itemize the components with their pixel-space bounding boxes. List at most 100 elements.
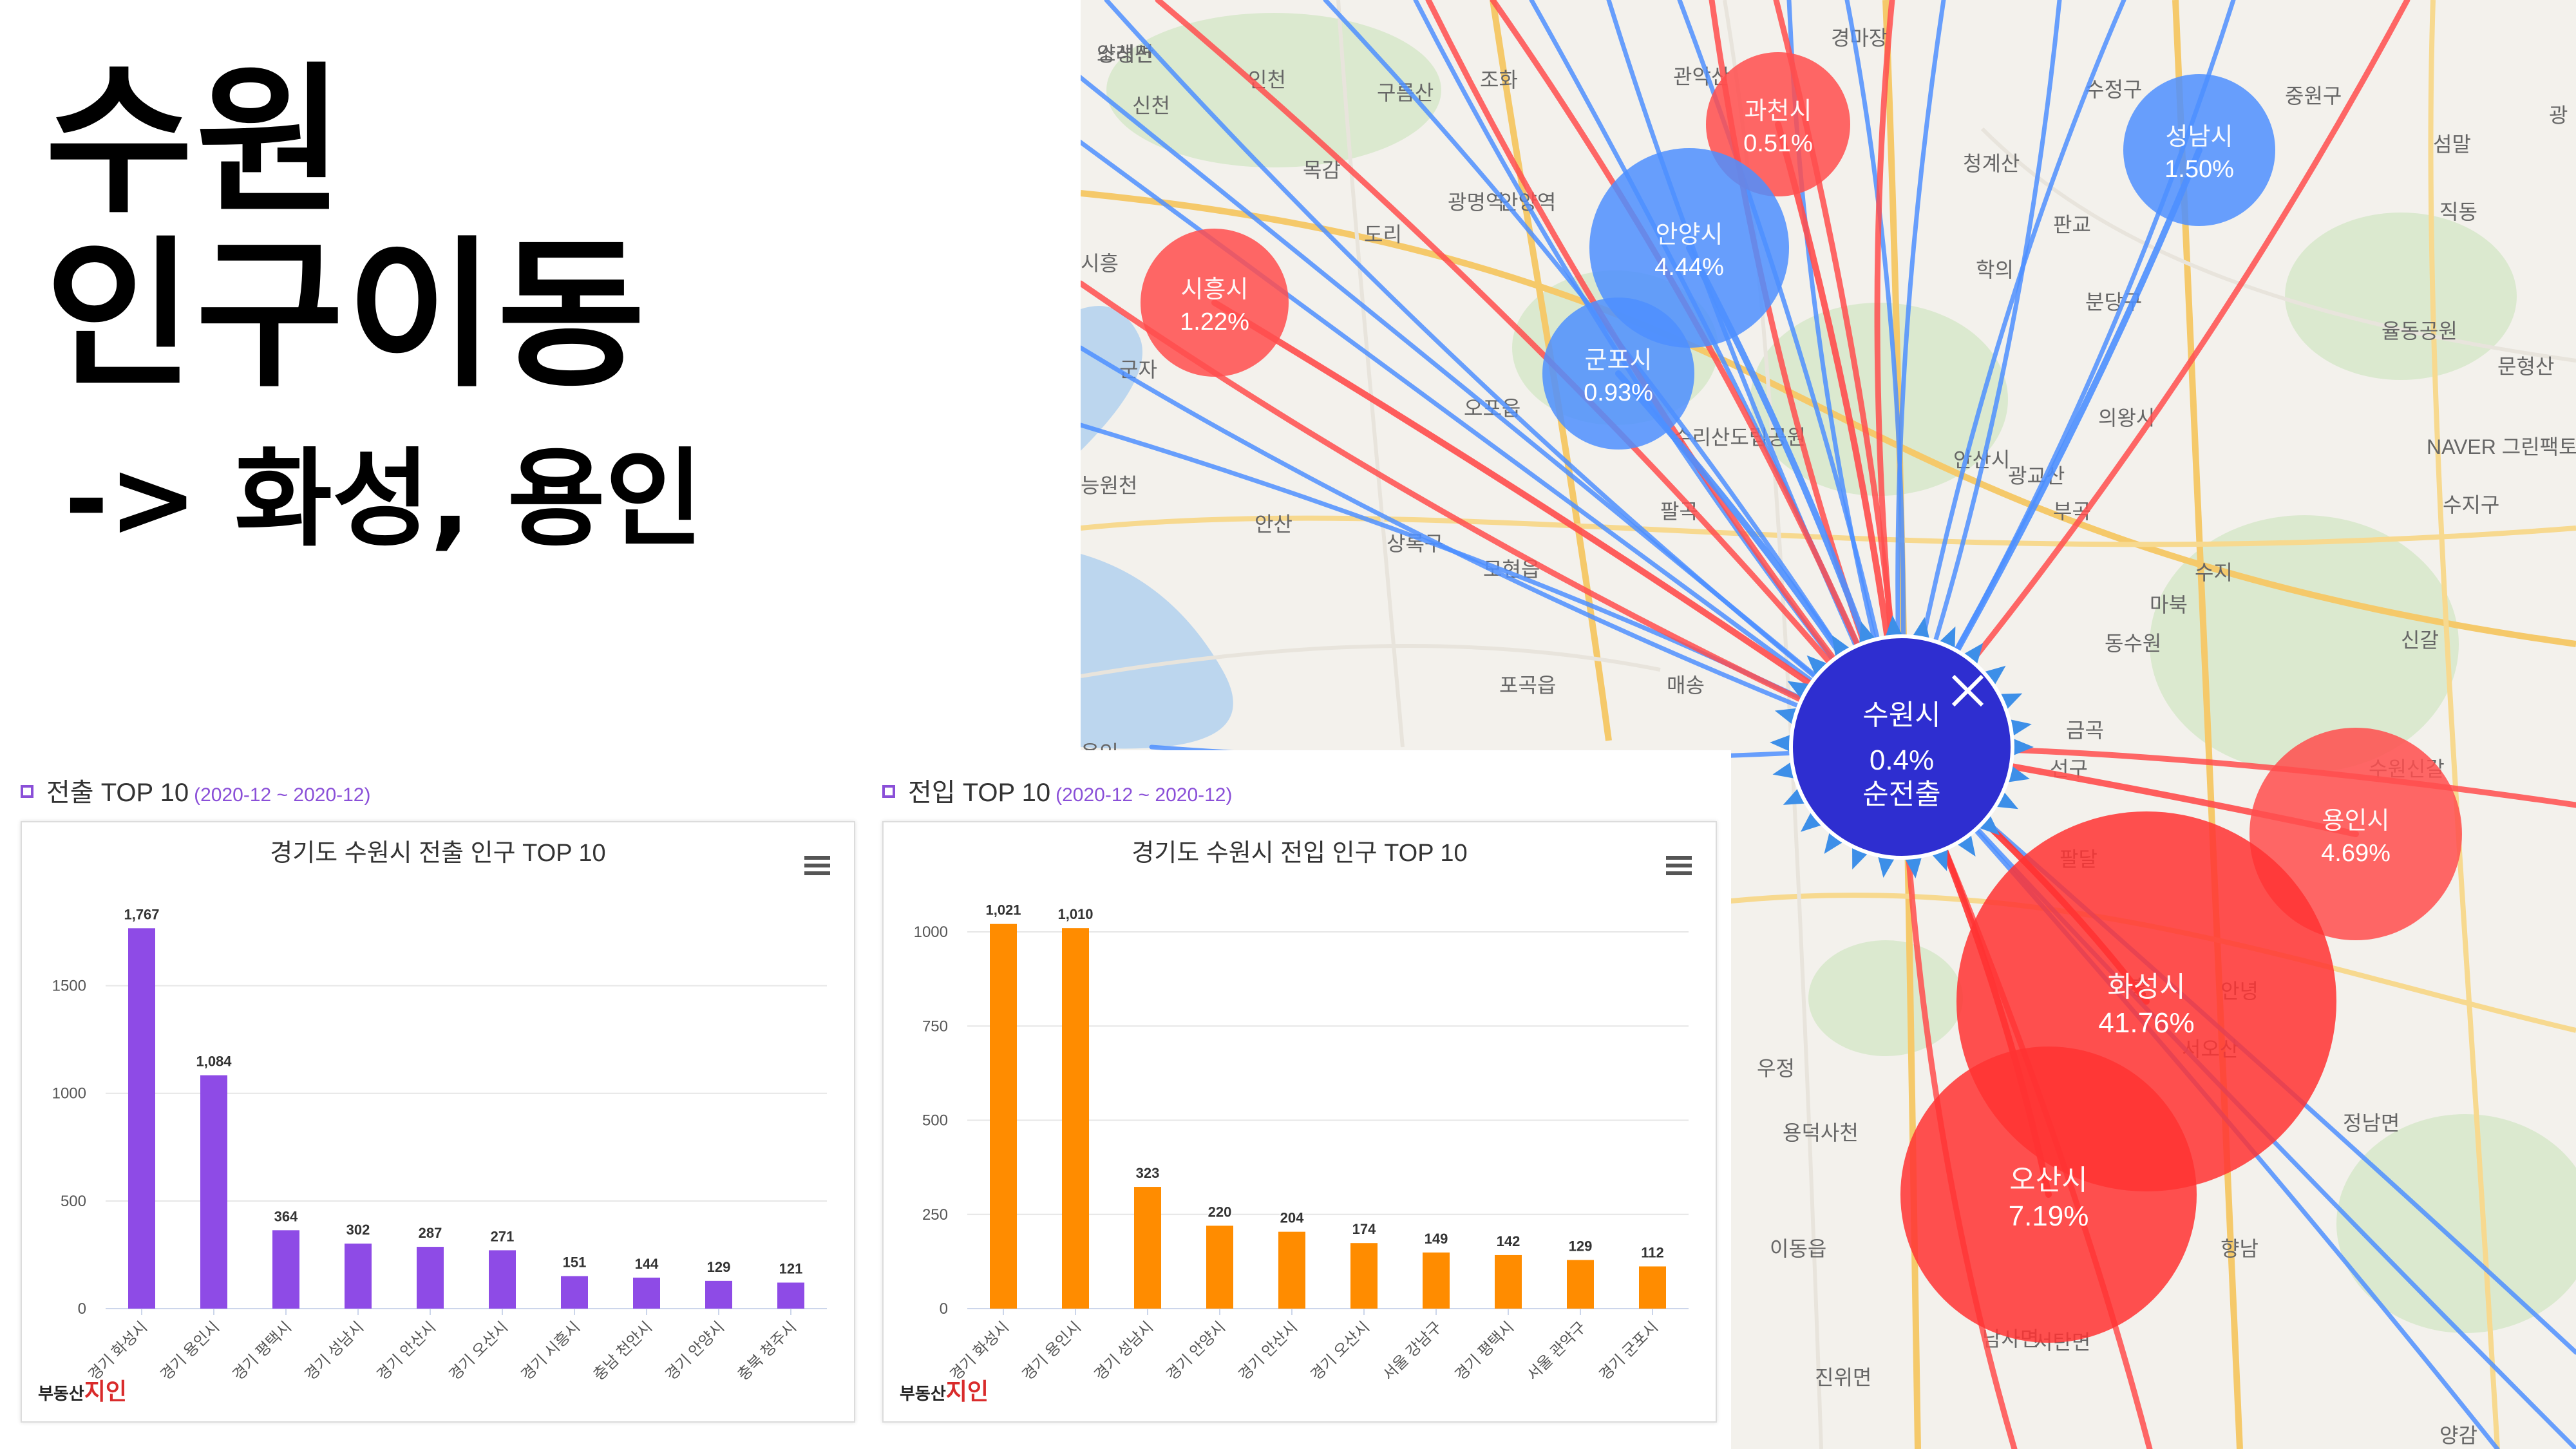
bar[interactable] [1350, 1243, 1378, 1309]
migration-bubbles[interactable]: 과천시 0.51% 성남시 1.50% 안양시 4.44% 시흥시 1.22% 군포시 0.93%… [1141, 52, 2462, 1343]
bar[interactable] [633, 1277, 660, 1309]
bubble-name: 군포시 [1585, 347, 1653, 374]
bar[interactable] [200, 1075, 227, 1309]
bar[interactable] [1206, 1226, 1233, 1309]
budongsan-jiin-logo: 부동산지인 [900, 1379, 989, 1405]
x-tick-label: 경기 평택시 [229, 1318, 295, 1384]
bubble-3[interactable]: 안양시 4.44% [1589, 148, 1789, 348]
arrow-head-icon [1978, 814, 2000, 836]
close-icon[interactable] [1951, 674, 1984, 707]
title-line1: 수원 [45, 48, 346, 235]
arrow-head-icon [1885, 615, 1903, 638]
x-tick-label: 경기 군포시 [1596, 1318, 1662, 1384]
map-park-areas [1106, 13, 2576, 1333]
bubble-name: 성남시 [2166, 124, 2233, 151]
x-tick-label: 경기 안양시 [1163, 1318, 1229, 1384]
data-label: 364 [274, 1208, 298, 1224]
bar[interactable] [345, 1244, 372, 1309]
bar[interactable] [128, 928, 155, 1309]
bubble-6[interactable]: 용인시 4.69% [2249, 728, 2462, 940]
data-label: 142 [1497, 1233, 1520, 1249]
data-label: 144 [635, 1256, 659, 1272]
place-label: 조화 [1480, 68, 1518, 91]
place-label: 동수원 [2105, 632, 2161, 655]
place-label: 판교 [2053, 213, 2091, 236]
bar[interactable] [1495, 1255, 1522, 1309]
place-label: 소래산 [1097, 43, 1153, 66]
bubble-name: 화성시 [2107, 971, 2185, 1003]
place-label: 안산 [1255, 513, 1293, 536]
data-label: 1,084 [196, 1054, 232, 1070]
place-label: 시흥 [1081, 252, 1119, 275]
place-label: 학의 [1976, 258, 2014, 281]
origin-arrow-heads [1770, 615, 2034, 878]
arrow-head-icon [1770, 734, 1792, 752]
place-label: 양성면 [1097, 43, 1153, 66]
x-tick-label: 경기 성남시 [1091, 1318, 1157, 1384]
chart-title: 경기도 수원시 전출 인구 TOP 10 [270, 840, 605, 867]
place-label: 군자 [1119, 358, 1157, 381]
bar[interactable] [1423, 1252, 1450, 1309]
x-tick-label: 충남 천안시 [590, 1318, 656, 1384]
outflow-bar-chart: 경기도 수원시 전출 인구 TOP 10 0 500 1000 1500 1,767 경기 … [52, 840, 830, 1384]
place-label: 향남 [2221, 1237, 2259, 1260]
bar[interactable] [417, 1247, 444, 1309]
subtitle: -> 화성, 용인 [64, 437, 703, 561]
x-tick-label: 경기 안산시 [374, 1318, 439, 1384]
place-label: 우정 [1757, 1057, 1795, 1080]
hamburger-menu-icon[interactable] [804, 856, 830, 875]
inflow-section-title: 전입 TOP 10 (2020-12 ~ 2020-12) [882, 772, 1232, 809]
bar[interactable] [489, 1250, 516, 1309]
place-label: 목감 [1303, 158, 1341, 182]
y-tick-label: 500 [61, 1193, 86, 1210]
origin-value: 0.4% [1870, 744, 1934, 776]
inflow-section-label: 전입 TOP 10 [908, 779, 1051, 807]
place-label: 광 [2549, 104, 2568, 127]
data-label: 121 [779, 1261, 803, 1277]
outflow-chart-panel: 경기도 수원시 전출 인구 TOP 10 0 500 1000 1500 1,767 경기 … [21, 821, 855, 1423]
y-tick-label: 250 [922, 1206, 948, 1224]
bubble-5[interactable]: 군포시 0.93% [1542, 298, 1694, 450]
place-label: 정남면 [2343, 1112, 2400, 1135]
origin-bubble-suwon[interactable]: 수원시 0.4% 순전출 [1770, 615, 2034, 878]
x-tick-label: 경기 용인시 [1019, 1318, 1084, 1384]
place-label: 도리 [1364, 223, 1402, 246]
bubble-value: 7.19% [2009, 1200, 2089, 1232]
inflow-date-range: (2020-12 ~ 2020-12) [1056, 784, 1233, 806]
bar[interactable] [777, 1282, 804, 1309]
map-water [1081, 306, 1233, 749]
bubble-8[interactable]: 오산시 7.19% [1900, 1046, 2197, 1343]
x-tick-label: 경기 안산시 [1235, 1318, 1301, 1384]
bar[interactable] [705, 1280, 732, 1309]
data-label: 271 [491, 1228, 515, 1244]
bubble-2[interactable]: 성남시 1.50% [2123, 74, 2275, 226]
data-label: 1,010 [1057, 906, 1093, 922]
bar[interactable] [1062, 928, 1089, 1309]
outflow-section-label: 전출 TOP 10 [46, 779, 189, 807]
arrow-head-icon [1824, 831, 1844, 854]
budongsan-jiin-logo: 부동산지인 [38, 1379, 128, 1405]
bar[interactable] [1639, 1266, 1666, 1309]
bar[interactable] [1134, 1187, 1161, 1309]
arrow-head-icon [2007, 765, 2030, 782]
bar[interactable] [561, 1276, 588, 1309]
bubble-name: 시흥시 [1181, 276, 1249, 303]
bar[interactable] [272, 1230, 299, 1309]
place-label: 섬말 [2433, 133, 2471, 156]
bar[interactable] [990, 923, 1017, 1309]
place-label: 수지 [2195, 561, 2233, 584]
place-label: 매송 [1667, 674, 1705, 697]
bubble-value: 4.44% [1654, 254, 1724, 281]
inflow-bar-chart: 경기도 수원시 전입 인구 TOP 10 0 250 500 750 1000 1,021 경… [914, 840, 1692, 1384]
place-label: 수지구 [2443, 493, 2499, 516]
title-line2: 인구이동 [45, 222, 648, 409]
bubble-value: 1.50% [2164, 156, 2234, 183]
bubble-4[interactable]: 시흥시 1.22% [1141, 229, 1289, 377]
arrow-head-icon [1806, 655, 1829, 677]
bar[interactable] [1278, 1231, 1305, 1309]
bubble-1[interactable]: 과천시 0.51% [1706, 52, 1850, 196]
hamburger-menu-icon[interactable] [1666, 856, 1692, 875]
origin-label: 순전출 [1862, 779, 1940, 810]
bar[interactable] [1567, 1260, 1594, 1309]
